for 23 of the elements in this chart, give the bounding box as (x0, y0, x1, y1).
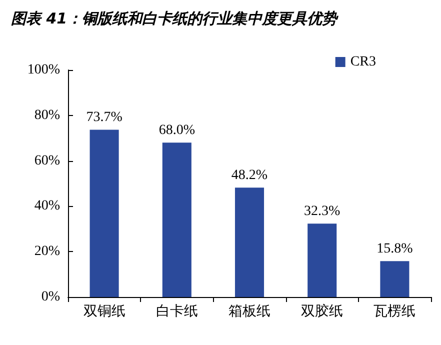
x-tick-label: 瓦楞纸 (374, 304, 416, 320)
data-label: 73.7% (86, 110, 123, 126)
y-tick-label: 0% (41, 290, 60, 304)
legend-label: CR3 (350, 54, 376, 70)
data-label: 48.2% (231, 168, 268, 184)
data-label: 15.8% (376, 242, 414, 257)
bar (380, 261, 410, 297)
bar (90, 130, 119, 297)
chart-title: 图表 41：铜版纸和白卡纸的行业集中度更具优势 (11, 10, 340, 28)
y-tick-label: 40% (34, 198, 60, 214)
x-tick-label: 箱板纸 (228, 304, 270, 320)
data-label: 32.3% (304, 204, 341, 220)
y-tick-label: 80% (34, 108, 60, 123)
x-tick-label: 白卡纸 (156, 304, 198, 320)
bar (162, 142, 192, 297)
bar (308, 224, 337, 297)
data-label: 68.0% (158, 123, 196, 138)
bar (234, 188, 264, 297)
y-tick-label: 60% (34, 153, 60, 168)
y-tick-label: 20% (34, 244, 60, 260)
x-tick-label: 双胶纸 (301, 304, 344, 320)
y-tick-label: 100% (27, 62, 60, 78)
x-tick-label: 双铜纸 (83, 304, 126, 320)
